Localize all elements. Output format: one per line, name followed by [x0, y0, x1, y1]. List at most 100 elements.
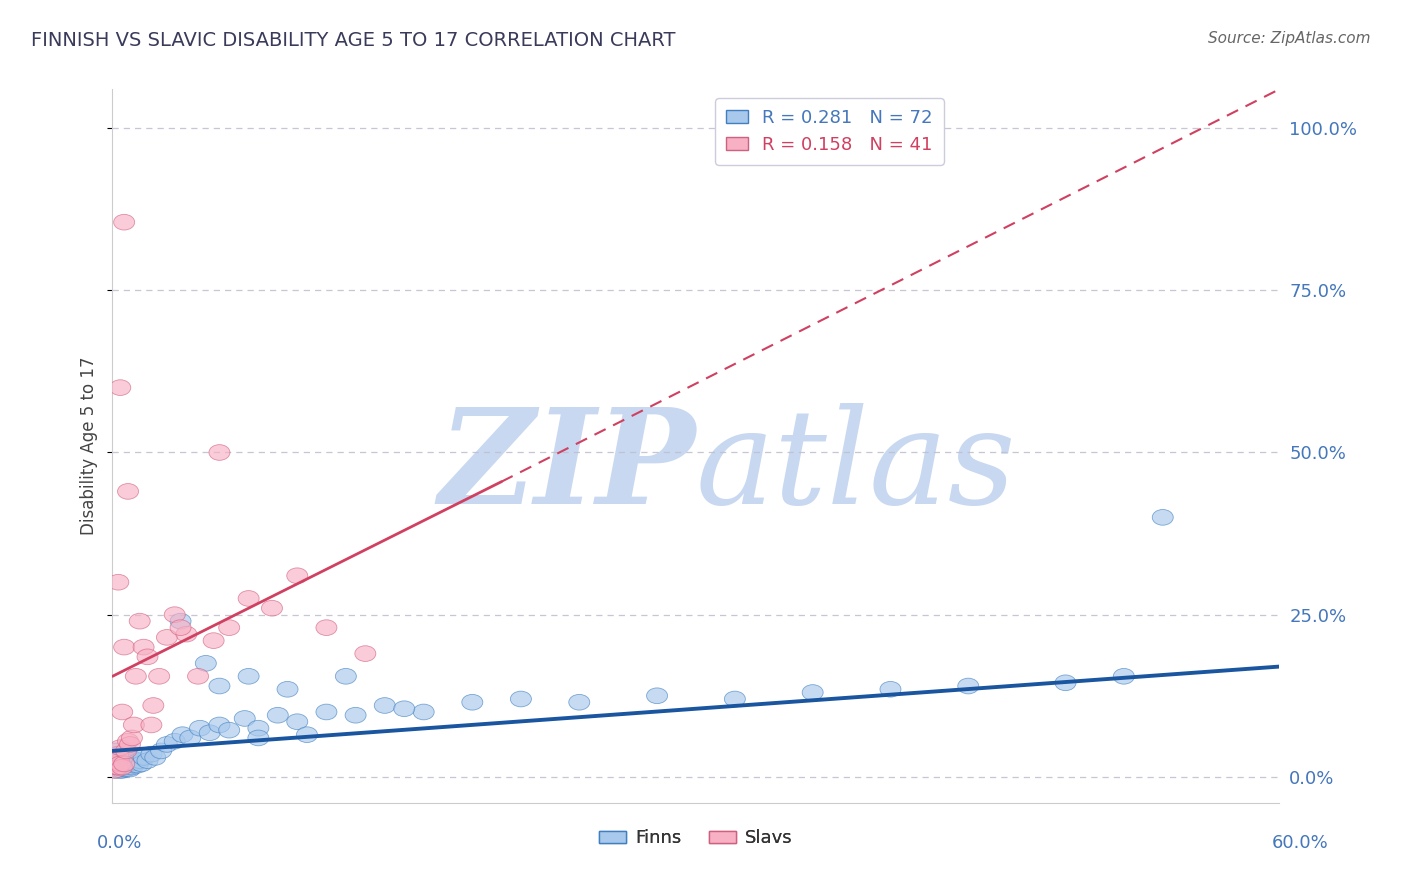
Ellipse shape: [170, 614, 191, 629]
Ellipse shape: [105, 763, 127, 778]
Ellipse shape: [118, 483, 139, 500]
Ellipse shape: [1114, 668, 1135, 684]
Ellipse shape: [647, 688, 668, 704]
Ellipse shape: [105, 753, 127, 769]
Ellipse shape: [125, 755, 146, 771]
Ellipse shape: [344, 707, 366, 723]
Text: 0.0%: 0.0%: [97, 834, 142, 852]
Ellipse shape: [277, 681, 298, 698]
Ellipse shape: [336, 668, 356, 684]
Ellipse shape: [149, 668, 170, 684]
Ellipse shape: [165, 733, 186, 749]
Ellipse shape: [354, 646, 375, 662]
Ellipse shape: [297, 727, 318, 742]
Ellipse shape: [219, 723, 239, 738]
Ellipse shape: [190, 721, 211, 736]
Ellipse shape: [118, 733, 139, 749]
Ellipse shape: [110, 380, 131, 395]
Text: Source: ZipAtlas.com: Source: ZipAtlas.com: [1208, 31, 1371, 46]
Ellipse shape: [104, 756, 125, 772]
Legend: Finns, Slavs: Finns, Slavs: [592, 822, 800, 855]
Text: FINNISH VS SLAVIC DISABILITY AGE 5 TO 17 CORRELATION CHART: FINNISH VS SLAVIC DISABILITY AGE 5 TO 17…: [31, 31, 675, 50]
Ellipse shape: [880, 681, 901, 698]
Ellipse shape: [724, 691, 745, 706]
Ellipse shape: [104, 763, 125, 778]
Ellipse shape: [108, 759, 129, 775]
Ellipse shape: [136, 649, 157, 665]
Ellipse shape: [209, 678, 231, 694]
Ellipse shape: [267, 707, 288, 723]
Ellipse shape: [316, 704, 337, 720]
Ellipse shape: [287, 714, 308, 730]
Ellipse shape: [118, 753, 139, 769]
Ellipse shape: [110, 747, 131, 762]
Ellipse shape: [129, 753, 150, 769]
Ellipse shape: [110, 739, 131, 756]
Ellipse shape: [108, 759, 129, 775]
Ellipse shape: [120, 737, 141, 752]
Ellipse shape: [262, 600, 283, 616]
Ellipse shape: [200, 725, 221, 740]
Ellipse shape: [209, 717, 231, 733]
Ellipse shape: [114, 756, 135, 772]
Ellipse shape: [108, 753, 129, 769]
Ellipse shape: [114, 761, 135, 777]
Y-axis label: Disability Age 5 to 17: Disability Age 5 to 17: [80, 357, 98, 535]
Ellipse shape: [124, 717, 145, 733]
Ellipse shape: [176, 626, 197, 642]
Ellipse shape: [110, 756, 131, 772]
Ellipse shape: [115, 748, 136, 764]
Ellipse shape: [413, 704, 434, 720]
Ellipse shape: [165, 607, 186, 623]
Ellipse shape: [247, 721, 269, 736]
Ellipse shape: [108, 574, 129, 591]
Text: 60.0%: 60.0%: [1272, 834, 1329, 852]
Ellipse shape: [287, 568, 308, 583]
Ellipse shape: [187, 668, 208, 684]
Ellipse shape: [202, 632, 224, 648]
Ellipse shape: [114, 214, 135, 230]
Ellipse shape: [195, 656, 217, 671]
Ellipse shape: [111, 704, 132, 720]
Ellipse shape: [461, 694, 482, 710]
Ellipse shape: [134, 640, 155, 655]
Ellipse shape: [110, 756, 131, 772]
Ellipse shape: [110, 763, 131, 778]
Ellipse shape: [510, 691, 531, 706]
Ellipse shape: [105, 743, 127, 759]
Ellipse shape: [114, 748, 135, 764]
Ellipse shape: [150, 743, 172, 759]
Ellipse shape: [108, 747, 129, 762]
Ellipse shape: [394, 701, 415, 716]
Ellipse shape: [121, 730, 142, 746]
Ellipse shape: [104, 749, 125, 765]
Ellipse shape: [803, 685, 823, 700]
Ellipse shape: [957, 678, 979, 694]
Ellipse shape: [569, 694, 589, 710]
Ellipse shape: [316, 620, 337, 635]
Ellipse shape: [134, 749, 155, 765]
Ellipse shape: [209, 444, 231, 460]
Ellipse shape: [111, 748, 132, 764]
Ellipse shape: [172, 727, 193, 742]
Ellipse shape: [120, 755, 141, 771]
Ellipse shape: [111, 755, 132, 771]
Ellipse shape: [104, 756, 125, 772]
Ellipse shape: [125, 668, 146, 684]
Ellipse shape: [131, 756, 152, 772]
Ellipse shape: [1054, 675, 1076, 690]
Ellipse shape: [145, 749, 166, 765]
Ellipse shape: [128, 757, 148, 773]
Ellipse shape: [141, 717, 162, 733]
Ellipse shape: [115, 743, 136, 759]
Ellipse shape: [374, 698, 395, 714]
Ellipse shape: [114, 755, 135, 771]
Ellipse shape: [156, 737, 177, 752]
Ellipse shape: [129, 614, 150, 629]
Ellipse shape: [120, 761, 141, 777]
Ellipse shape: [143, 698, 165, 714]
Ellipse shape: [180, 730, 201, 746]
Ellipse shape: [121, 759, 142, 775]
Ellipse shape: [124, 757, 145, 773]
Text: atlas: atlas: [696, 403, 1017, 532]
